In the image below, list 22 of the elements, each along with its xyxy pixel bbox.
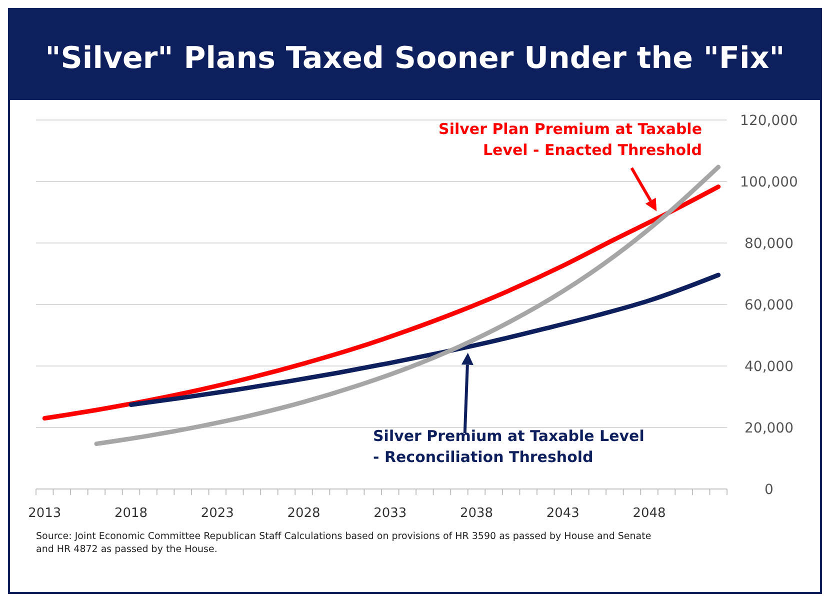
x-tick-label: 2013 bbox=[28, 506, 62, 521]
y-tick-label: 100,000 bbox=[740, 174, 798, 190]
x-tick-label: 2048 bbox=[632, 506, 666, 521]
y-tick-label: 40,000 bbox=[744, 359, 794, 375]
x-tick-label: 2033 bbox=[374, 506, 407, 521]
text: Silver Premium at Taxable Level - Reconciliation Threshold bbox=[373, 427, 644, 466]
chart-title: "Silver" Plans Taxed Sooner Under the "Fix" bbox=[45, 41, 785, 76]
line-series bbox=[128, 272, 721, 407]
x-tick-label: 2038 bbox=[460, 506, 494, 521]
x-tick-label: 2023 bbox=[200, 506, 234, 521]
y-tick-label: 120,000 bbox=[740, 113, 798, 129]
y-tick-label: 20,000 bbox=[744, 420, 794, 436]
text: Silver Plan Premium at Taxable Level - Enacted Threshold bbox=[438, 120, 702, 159]
y-tick-label: 0 bbox=[764, 482, 774, 498]
x-tick-label: 2018 bbox=[114, 506, 148, 521]
y-tick-label: 80,000 bbox=[744, 236, 794, 252]
y-tick-label: 60,000 bbox=[744, 298, 794, 314]
x-tick-label: 2028 bbox=[287, 506, 320, 521]
source-note: Source: Joint Economic Committee Republican Staff Calculations based on provisions of HR 3590 as passed by House and Senate and HR 4872 as passed by the House. bbox=[36, 531, 652, 555]
x-tick-label: 2043 bbox=[546, 506, 580, 521]
line-series bbox=[42, 184, 721, 421]
line-series bbox=[94, 164, 721, 446]
